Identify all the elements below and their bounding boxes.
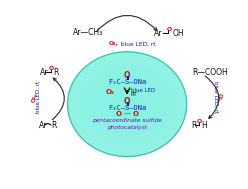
Ellipse shape [108,87,147,121]
Ellipse shape [114,92,141,116]
Ellipse shape [98,78,156,130]
Text: O: O [116,111,122,117]
Ellipse shape [75,58,180,150]
Ellipse shape [86,68,168,140]
FancyArrowPatch shape [205,76,219,119]
Ellipse shape [100,80,154,128]
Text: R: R [191,121,197,130]
Text: O: O [49,67,54,71]
Text: R: R [52,121,57,130]
Ellipse shape [73,56,182,152]
Ellipse shape [96,77,158,132]
Text: O₂,: O₂, [217,93,222,102]
Text: pentacoordinate sulfide
photocatalyst: pentacoordinate sulfide photocatalyst [92,118,162,130]
Ellipse shape [71,55,184,154]
Ellipse shape [92,73,162,135]
Ellipse shape [119,97,135,111]
Text: Ar—CH₃: Ar—CH₃ [73,28,103,37]
Ellipse shape [125,102,129,106]
Text: O: O [124,97,130,106]
Text: O: O [166,27,172,32]
Text: RT: RT [131,92,138,97]
FancyArrowPatch shape [96,15,157,32]
Text: R—COOH: R—COOH [192,68,228,77]
Ellipse shape [110,89,145,120]
Text: H: H [202,121,207,130]
Ellipse shape [88,70,166,138]
Ellipse shape [123,101,131,108]
Text: O₂,: O₂, [109,41,119,46]
Text: Ar: Ar [39,121,48,130]
Ellipse shape [106,85,149,123]
Ellipse shape [78,61,176,147]
Text: O: O [132,111,138,117]
Text: F₃C—S—ONa: F₃C—S—ONa [108,79,146,85]
Text: OH: OH [172,29,184,38]
Ellipse shape [117,96,137,113]
Ellipse shape [90,72,164,137]
Text: R: R [54,68,59,77]
FancyArrowPatch shape [52,78,64,120]
Ellipse shape [84,67,170,142]
Ellipse shape [112,91,143,118]
Text: Ar: Ar [40,68,48,77]
Ellipse shape [69,53,186,156]
Text: O₂,: O₂, [32,93,37,102]
Ellipse shape [104,84,151,125]
Text: F₃C—S—ONa: F₃C—S—ONa [108,105,146,111]
Ellipse shape [80,63,174,145]
Ellipse shape [121,99,133,109]
Text: blue LED, rt: blue LED, rt [214,81,218,113]
Ellipse shape [82,65,172,143]
Ellipse shape [102,82,153,126]
Ellipse shape [94,75,160,133]
Text: O: O [124,70,130,80]
Ellipse shape [115,94,139,115]
Text: O₂: O₂ [105,89,114,95]
Text: Ar: Ar [154,29,163,38]
Text: —: — [124,111,131,117]
Text: blue LED: blue LED [131,88,155,93]
Text: blue LED, rt: blue LED, rt [120,41,156,46]
Ellipse shape [76,60,178,149]
Ellipse shape [67,52,187,156]
Text: O: O [197,119,202,124]
Text: blue LED, rt: blue LED, rt [36,81,41,113]
